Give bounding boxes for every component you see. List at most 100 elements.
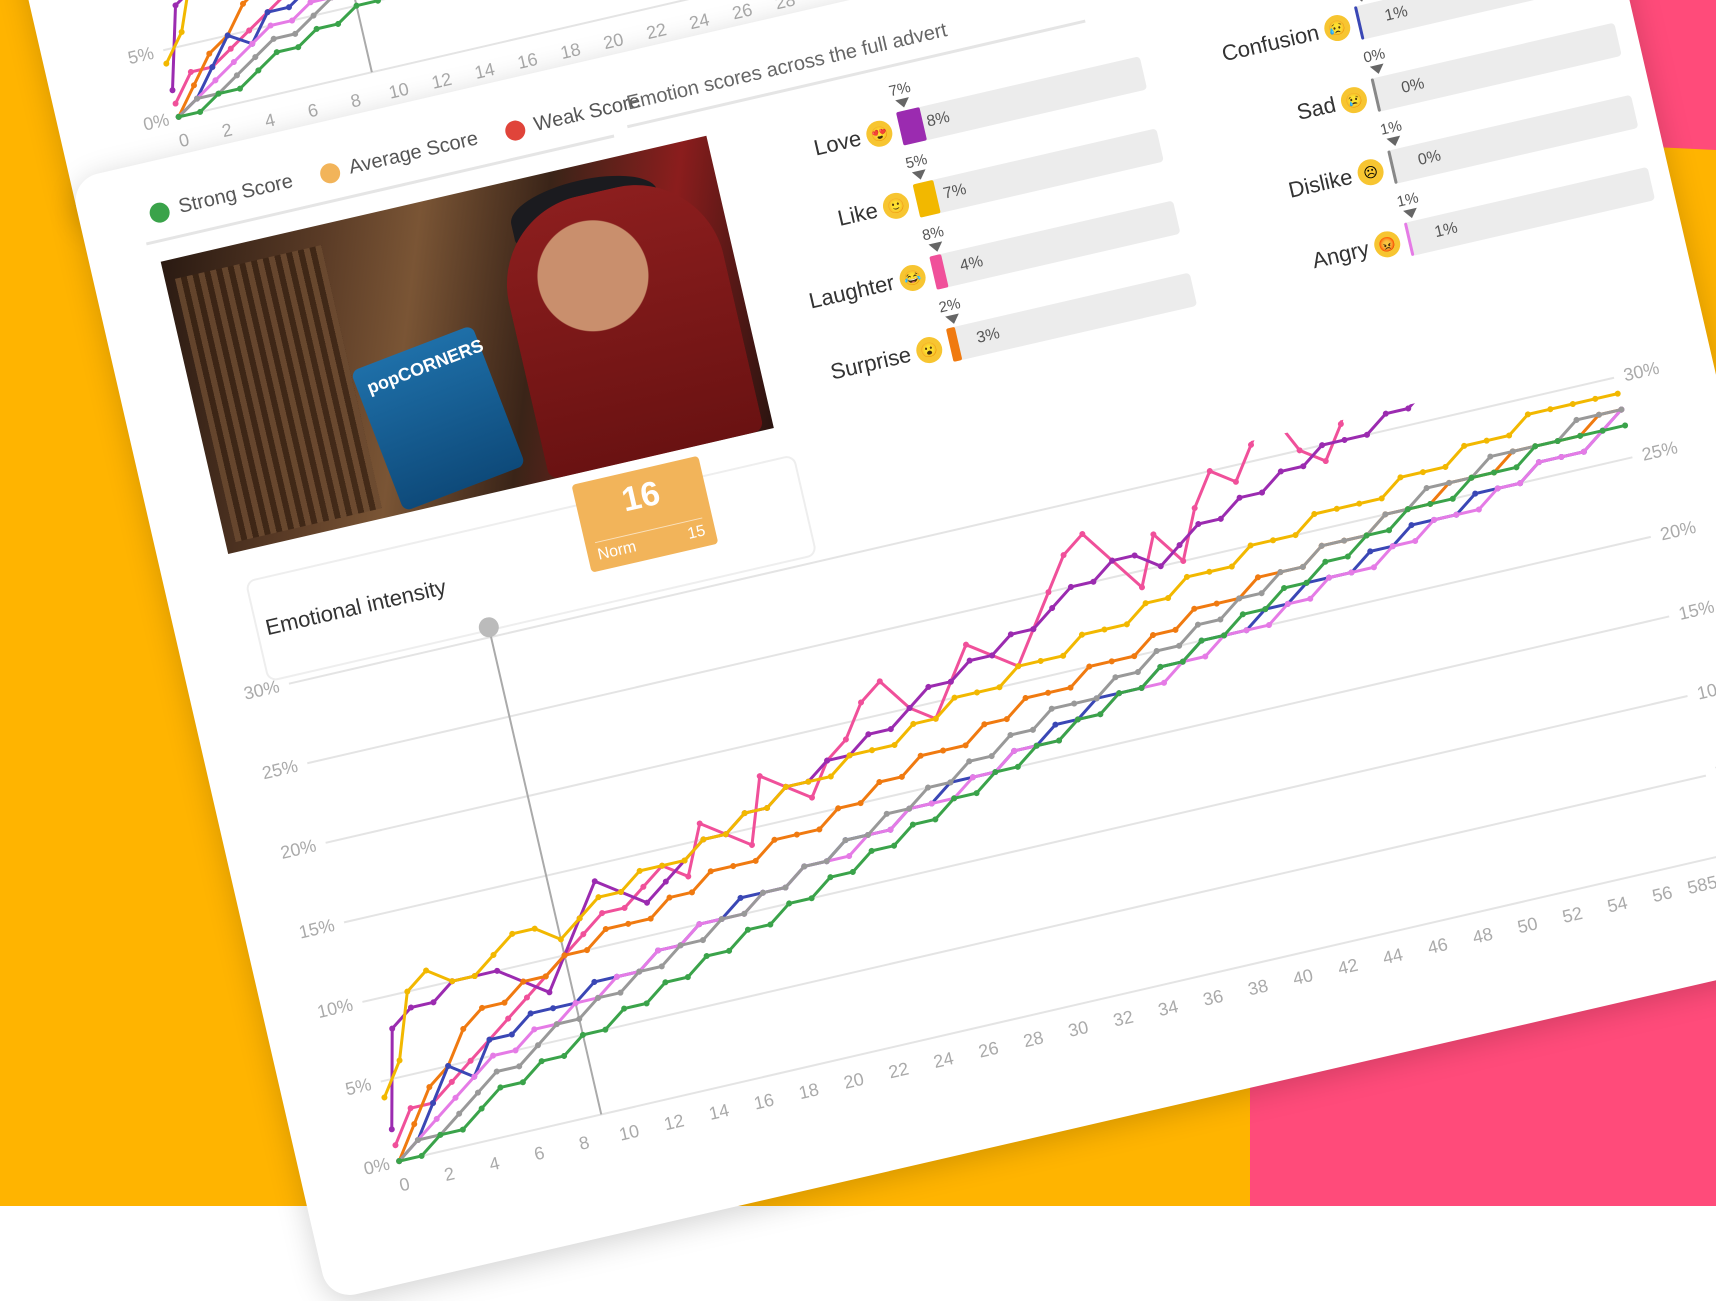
playhead-line[interactable] — [487, 627, 603, 1115]
series-point — [414, 1137, 421, 1144]
series-point — [273, 49, 280, 56]
x-tick-label: 18 — [558, 39, 582, 63]
emotion-row-laughter: Laughter 😂 4% 8% — [807, 200, 1181, 313]
series-point — [255, 67, 262, 74]
series-point — [1161, 679, 1168, 686]
series-point — [534, 1042, 541, 1049]
series-point — [1382, 410, 1389, 417]
x-tick-label: 2 — [442, 1163, 456, 1185]
series-point — [267, 22, 274, 29]
series-point — [212, 77, 219, 84]
series-point — [1194, 621, 1201, 628]
emotions-left-column: Love 😍 8% 7% Like 🙂 7% 5% Laughter 😂 4% 8% Surprise 😮… — [807, 54, 1221, 424]
gridline — [362, 695, 1688, 1003]
series-point — [230, 59, 237, 66]
emotion-row-surprise: Surprise 😮 3% 2% — [828, 272, 1198, 384]
emotion-line-chart: 0%0%5%5%10%10%15%15%20%20%25%25%30%30%02… — [242, 344, 1716, 1195]
series-point — [1176, 542, 1183, 549]
series-point — [868, 847, 875, 854]
series-point — [460, 1025, 467, 1032]
series-point — [869, 747, 876, 754]
emotion-label: Laughter — [806, 269, 897, 314]
x-tick-label: 52 — [1560, 903, 1584, 927]
series-point — [580, 931, 587, 938]
series-point — [1003, 716, 1010, 723]
series-point — [1419, 469, 1426, 476]
series-point — [1037, 657, 1044, 664]
series-point — [864, 831, 871, 838]
series-point — [236, 85, 243, 92]
emotion-label: Love — [811, 125, 864, 161]
series-point — [989, 652, 996, 659]
series-point — [1045, 689, 1052, 696]
series-point — [239, 0, 246, 7]
series-point — [381, 1094, 388, 1101]
x-tick-label: 46 — [1426, 934, 1450, 958]
series-point — [1341, 537, 1348, 544]
series-point — [1424, 384, 1431, 391]
series-point — [846, 853, 853, 860]
series-point — [292, 30, 299, 37]
series-point — [842, 736, 849, 743]
heart-eyes-icon: 😍 — [863, 118, 895, 150]
series-point — [1202, 653, 1209, 660]
series-point — [163, 60, 170, 67]
series-point — [1307, 595, 1314, 602]
series-point — [703, 953, 710, 960]
series-point — [1029, 726, 1036, 733]
confused-icon: 😥 — [1321, 12, 1353, 44]
series-point — [760, 889, 767, 896]
series-point — [1134, 669, 1141, 676]
x-tick-label: 54 — [1605, 892, 1629, 916]
series-point — [1277, 468, 1284, 475]
series-point — [827, 773, 834, 780]
series-point — [407, 1004, 414, 1011]
series-point — [969, 774, 976, 781]
legend-item: Strong Score — [147, 170, 295, 225]
series-point — [1599, 427, 1606, 434]
x-tick-label: 26 — [976, 1038, 1000, 1062]
x-tick-label: 48 — [1471, 924, 1495, 948]
series-point — [1618, 406, 1625, 413]
x-tick-label: 18 — [797, 1079, 821, 1103]
y-tick-label-right: 25% — [1640, 437, 1680, 465]
series-point — [1086, 663, 1093, 670]
series-point — [906, 704, 913, 711]
series-point — [849, 868, 856, 875]
series-point — [771, 836, 778, 843]
series-point — [1446, 379, 1453, 386]
series-point — [1356, 500, 1363, 507]
series-point — [1333, 505, 1340, 512]
series-point — [966, 657, 973, 664]
series-point — [1517, 480, 1524, 487]
emotion-bar-fill — [912, 179, 941, 218]
series-point — [644, 899, 651, 906]
x-tick-label: 20 — [601, 29, 625, 53]
series-point — [659, 862, 666, 869]
series-point — [805, 778, 812, 785]
series-point — [613, 973, 620, 980]
series-point — [621, 1005, 628, 1012]
series-point — [782, 884, 789, 891]
series-point — [1581, 348, 1588, 355]
x-tick-label: 40 — [1291, 965, 1315, 989]
x-tick-label: 34 — [1156, 996, 1180, 1020]
series-point — [688, 889, 695, 896]
series-point — [190, 82, 197, 89]
series-point — [917, 752, 924, 759]
series-point — [1213, 600, 1220, 607]
series-point — [289, 17, 296, 24]
playhead-handle[interactable] — [477, 615, 501, 639]
y-tick-label: 0% — [362, 1154, 392, 1179]
series-point — [640, 883, 647, 890]
series-point — [550, 1005, 557, 1012]
series-point — [1265, 622, 1272, 629]
series-point — [591, 978, 598, 985]
series-point — [932, 816, 939, 823]
series-point — [625, 920, 632, 927]
series-point — [1262, 606, 1269, 613]
series-point — [1270, 537, 1277, 544]
series-point — [1228, 563, 1235, 570]
series-point — [756, 773, 763, 780]
series-point — [1453, 511, 1460, 518]
